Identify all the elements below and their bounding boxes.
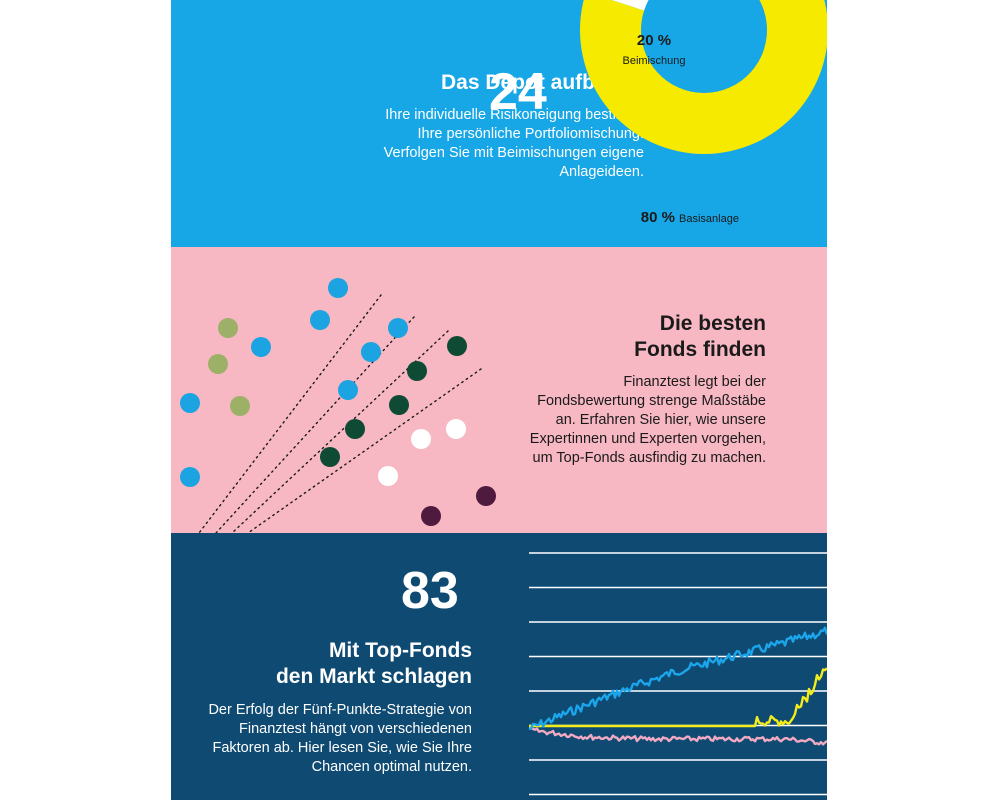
performance-line-illustration xyxy=(528,552,827,796)
dot-green xyxy=(447,336,467,356)
dot-blue xyxy=(328,278,348,298)
dot-olive xyxy=(230,396,250,416)
dot-plum xyxy=(421,506,441,526)
dotted-line xyxy=(215,316,415,533)
page-number[interactable]: 24 xyxy=(489,63,547,121)
dot-blue xyxy=(361,342,381,362)
title-line-1: Die besten xyxy=(659,312,766,335)
donut-label-beimischung-percent: 20 % xyxy=(637,32,671,49)
dot-blue xyxy=(338,380,358,400)
dot-blue xyxy=(310,310,330,330)
section-text: Der Erfolg der Fünf-Punkte-Strategie von… xyxy=(208,702,472,775)
dot-plum xyxy=(476,486,496,506)
section-depot: Das Depot aufbauen Ihre individuelle Ris… xyxy=(171,0,827,247)
dot-white xyxy=(411,429,431,449)
dot-blue xyxy=(251,337,271,357)
title-line-1: Mit Top-Fonds xyxy=(328,639,472,662)
series-line-pink xyxy=(528,726,827,746)
donut-slice-beimischung xyxy=(611,0,649,11)
page: Das Depot aufbauen Ihre individuelle Ris… xyxy=(171,0,827,800)
donut-label-basisanlage-name: Basisanlage xyxy=(679,213,739,225)
series-line-yellow xyxy=(529,667,827,728)
dot-olive xyxy=(208,354,228,374)
section-title[interactable]: Die besten Fonds finden xyxy=(634,311,766,363)
dotted-line xyxy=(247,368,482,533)
section-markt: 83 Mit Top-Fonds den Markt schlagen Der … xyxy=(171,533,827,800)
dot-blue xyxy=(180,393,200,413)
section-text: Ihre individuelle Risikoneigung bestimmt… xyxy=(383,107,644,180)
donut-chart: 20 % Beimischung 80 % Basisanlage xyxy=(580,0,827,226)
dot-blue xyxy=(388,318,408,338)
donut-slice-basisanlage xyxy=(580,0,827,154)
page-number[interactable]: 83 xyxy=(401,562,459,620)
section-title[interactable]: Mit Top-Fonds den Markt schlagen xyxy=(276,638,472,690)
dot-white xyxy=(446,419,466,439)
dot-green xyxy=(389,395,409,415)
dot-green xyxy=(407,361,427,381)
dot-white xyxy=(378,466,398,486)
title-line-2: Fonds finden xyxy=(634,338,766,361)
donut-label-basisanlage-percent: 80 % xyxy=(641,209,675,226)
dot-green xyxy=(345,419,365,439)
series-line-blue xyxy=(528,626,827,731)
section-fonds: Die besten Fonds finden Finanztest legt … xyxy=(171,247,827,533)
dot-blue xyxy=(180,467,200,487)
donut-label-beimischung-name: Beimischung xyxy=(623,55,686,67)
dotted-line xyxy=(198,294,382,533)
section-text: Finanztest legt bei der Fondsbewertung s… xyxy=(529,374,766,466)
dot-illustration xyxy=(180,278,496,533)
dot-green xyxy=(320,447,340,467)
title-line-2: den Markt schlagen xyxy=(275,665,472,688)
dot-olive xyxy=(218,318,238,338)
